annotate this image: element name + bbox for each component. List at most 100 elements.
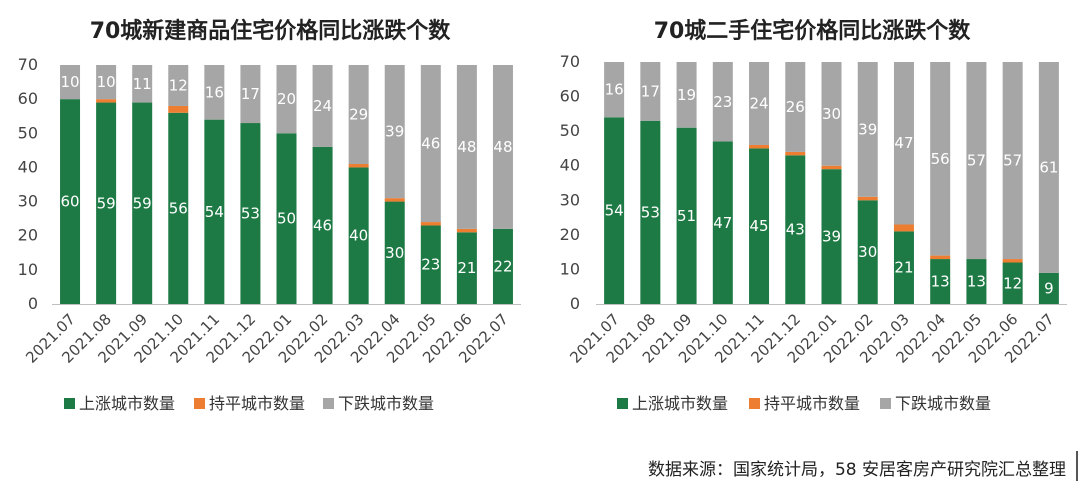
- data-label-up: 56: [169, 199, 188, 217]
- data-label-down: 23: [713, 93, 732, 111]
- bar-down: [857, 62, 878, 197]
- bar-up: [640, 120, 661, 305]
- data-label-up: 21: [457, 259, 476, 277]
- chart-2: 70城二手住宅价格同比涨跌个数010203040506070540162021.…: [560, 18, 1067, 413]
- y-tick-label: 20: [560, 225, 580, 244]
- bar-up: [749, 148, 770, 304]
- data-label-up: 54: [605, 202, 624, 220]
- data-label-up: 9: [1044, 279, 1054, 297]
- data-label-up: 45: [749, 217, 768, 235]
- source-divider: [1076, 451, 1078, 481]
- data-label-down: 10: [60, 73, 79, 91]
- data-label-up: 12: [1003, 274, 1022, 292]
- data-label-up: 50: [277, 210, 296, 228]
- y-tick-label: 70: [18, 55, 38, 74]
- bar-up: [348, 167, 369, 304]
- y-tick-label: 60: [560, 87, 580, 106]
- y-tick-label: 70: [560, 52, 580, 71]
- data-label-up: 30: [385, 244, 404, 262]
- bar-down: [640, 62, 661, 121]
- bar-up: [456, 232, 477, 304]
- y-tick-label: 30: [560, 190, 580, 209]
- data-label-down: 57: [1003, 152, 1022, 170]
- data-label-down: 17: [241, 85, 260, 103]
- legend-swatch: [323, 398, 334, 409]
- bar-flat: [857, 196, 878, 201]
- data-label-up: 13: [931, 273, 950, 291]
- bar-up: [893, 231, 914, 304]
- bar-flat: [1002, 259, 1023, 263]
- y-tick-label: 60: [18, 89, 38, 108]
- data-label-up: 53: [641, 203, 660, 221]
- data-label-down: 39: [385, 123, 404, 141]
- chart-title: 70城二手住宅价格同比涨跌个数: [654, 18, 972, 44]
- legend-label: 上涨城市数量: [79, 394, 175, 413]
- bar-up: [132, 102, 153, 304]
- bar-down: [456, 65, 477, 229]
- legend-label: 上涨城市数量: [632, 394, 728, 413]
- data-label-down: 30: [822, 105, 841, 123]
- bar-up: [930, 259, 951, 304]
- bar-up: [492, 228, 513, 304]
- y-tick-label: 20: [18, 226, 38, 245]
- bar-down: [492, 65, 513, 229]
- bar-flat: [348, 164, 369, 168]
- legend-swatch: [617, 398, 628, 409]
- bar-up: [240, 123, 261, 305]
- data-label-up: 43: [786, 221, 805, 239]
- data-label-down: 19: [677, 86, 696, 104]
- data-label-down: 24: [749, 94, 768, 112]
- data-label-up: 51: [677, 207, 696, 225]
- data-label-down: 24: [313, 97, 332, 115]
- bar-up: [966, 259, 987, 304]
- data-label-down: 12: [169, 76, 188, 94]
- data-label-down: 20: [277, 90, 296, 108]
- bar-flat: [821, 165, 842, 170]
- y-tick-label: 30: [18, 192, 38, 211]
- y-tick-label: 0: [570, 294, 580, 313]
- legend-swatch: [64, 398, 75, 409]
- legend-label: 下跌城市数量: [895, 394, 991, 413]
- bar-flat: [420, 222, 441, 226]
- bar-up: [712, 141, 733, 304]
- data-label-down: 57: [967, 152, 986, 170]
- data-label-down: 39: [858, 120, 877, 138]
- bar-up: [60, 99, 81, 305]
- bar-up: [604, 117, 625, 304]
- data-label-down: 29: [349, 106, 368, 124]
- bar-up: [276, 133, 297, 304]
- bar-down: [785, 62, 806, 152]
- bar-down: [604, 62, 625, 118]
- bar-flat: [384, 198, 405, 202]
- data-label-up: 46: [313, 216, 332, 234]
- data-label-up: 23: [421, 256, 440, 274]
- data-label-down: 46: [421, 135, 440, 153]
- bar-down: [348, 65, 369, 165]
- data-label-up: 30: [858, 243, 877, 261]
- data-label-down: 16: [605, 81, 624, 99]
- bar-up: [168, 112, 189, 304]
- chart-1: 70城新建商品住宅价格同比涨跌个数01020304050607060010202…: [18, 18, 521, 413]
- data-label-down: 48: [457, 138, 476, 156]
- bar-flat: [168, 105, 189, 113]
- bar-up: [96, 102, 117, 304]
- data-label-up: 59: [133, 194, 152, 212]
- bar-flat: [96, 99, 117, 103]
- bar-flat: [456, 228, 477, 233]
- data-label-down: 10: [97, 73, 116, 91]
- data-label-up: 13: [967, 273, 986, 291]
- legend-swatch: [194, 398, 205, 409]
- y-tick-label: 40: [18, 157, 38, 176]
- data-label-down: 47: [894, 134, 913, 152]
- bar-down: [1002, 62, 1023, 260]
- data-label-down: 16: [205, 83, 224, 101]
- bar-down: [60, 65, 81, 100]
- data-label-down: 56: [931, 150, 950, 168]
- y-tick-label: 40: [560, 156, 580, 175]
- bar-up: [676, 127, 697, 304]
- data-label-up: 47: [713, 214, 732, 232]
- bar-down: [930, 62, 951, 256]
- bar-flat: [785, 151, 806, 156]
- legend-label: 下跌城市数量: [338, 394, 434, 413]
- bar-down: [204, 65, 225, 120]
